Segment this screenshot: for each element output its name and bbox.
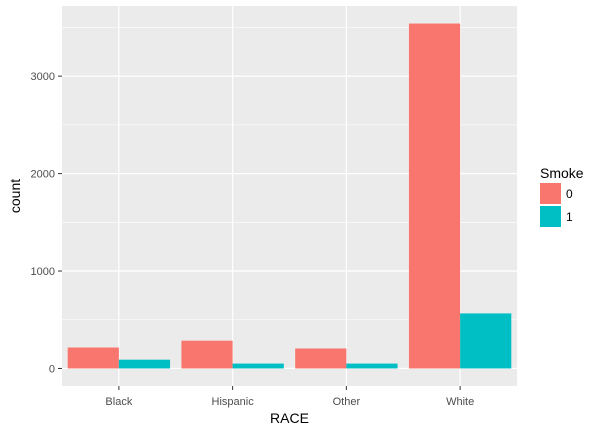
x-tick-label: Other	[333, 396, 361, 408]
bar-white-smoke-1	[460, 313, 512, 369]
bar-other-smoke-0	[295, 348, 347, 369]
x-tick-label: White	[446, 396, 474, 408]
x-tick-label: Hispanic	[212, 396, 255, 408]
legend: Smoke 0 1	[540, 165, 584, 227]
y-tick-label: 1000	[31, 266, 55, 278]
bar-hispanic-smoke-1	[232, 363, 284, 369]
bar-hispanic-smoke-0	[181, 340, 233, 369]
y-axis-ticks: 0 1000 2000 3000	[31, 71, 62, 375]
y-axis-title: count	[7, 179, 23, 213]
bar-black-smoke-1	[118, 359, 171, 369]
x-axis-title: RACE	[270, 410, 309, 426]
bar-other-smoke-1	[346, 363, 398, 369]
y-tick-label: 3000	[31, 71, 55, 83]
legend-title: Smoke	[540, 165, 584, 181]
bar-black-smoke-0	[67, 347, 119, 369]
bar-white-smoke-0	[408, 23, 461, 369]
legend-label: 1	[566, 210, 573, 224]
legend-key-smoke-0	[540, 183, 561, 204]
y-tick-label: 0	[49, 363, 55, 375]
x-axis-ticks: Black Hispanic Other White	[105, 386, 474, 408]
x-tick-label: Black	[105, 396, 132, 408]
y-tick-label: 2000	[31, 169, 55, 181]
bars	[67, 23, 512, 369]
legend-key-smoke-1	[540, 206, 561, 227]
legend-label: 0	[566, 187, 573, 201]
